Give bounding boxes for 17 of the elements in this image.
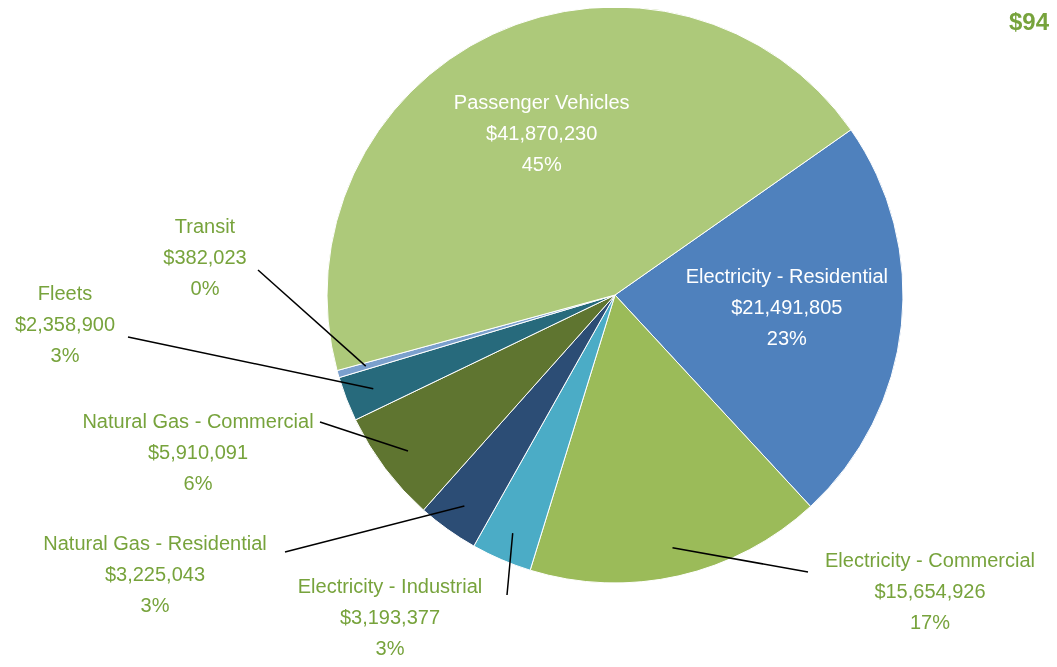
slice-label: Natural Gas - Commercial <box>82 410 314 432</box>
data-label: $3,225,043 3% <box>104 563 206 616</box>
slice-label: Passenger Vehicles <box>453 90 630 113</box>
slice-label: Natural Gas - Residential <box>43 532 267 554</box>
data-label: $3,193,377 3% <box>339 606 441 659</box>
slice-label: Transit <box>174 215 236 237</box>
data-label: $5,910,091 6% <box>147 441 249 494</box>
data-label: $41,870,230 45% <box>486 121 598 175</box>
slice-label: Electricity - Commercial <box>824 549 1036 571</box>
chart-title: $94 <box>1008 8 1049 36</box>
slice-label: Electricity - Industrial <box>297 575 483 597</box>
slice-label: Fleets <box>37 282 93 304</box>
data-label: $382,023 0% <box>163 246 247 299</box>
data-label: $15,654,926 17% <box>874 580 986 633</box>
slice-label: Electricity - Residential <box>685 265 888 288</box>
data-label: $2,358,900 3% <box>14 313 116 366</box>
data-label: $21,491,805 23% <box>731 296 843 350</box>
